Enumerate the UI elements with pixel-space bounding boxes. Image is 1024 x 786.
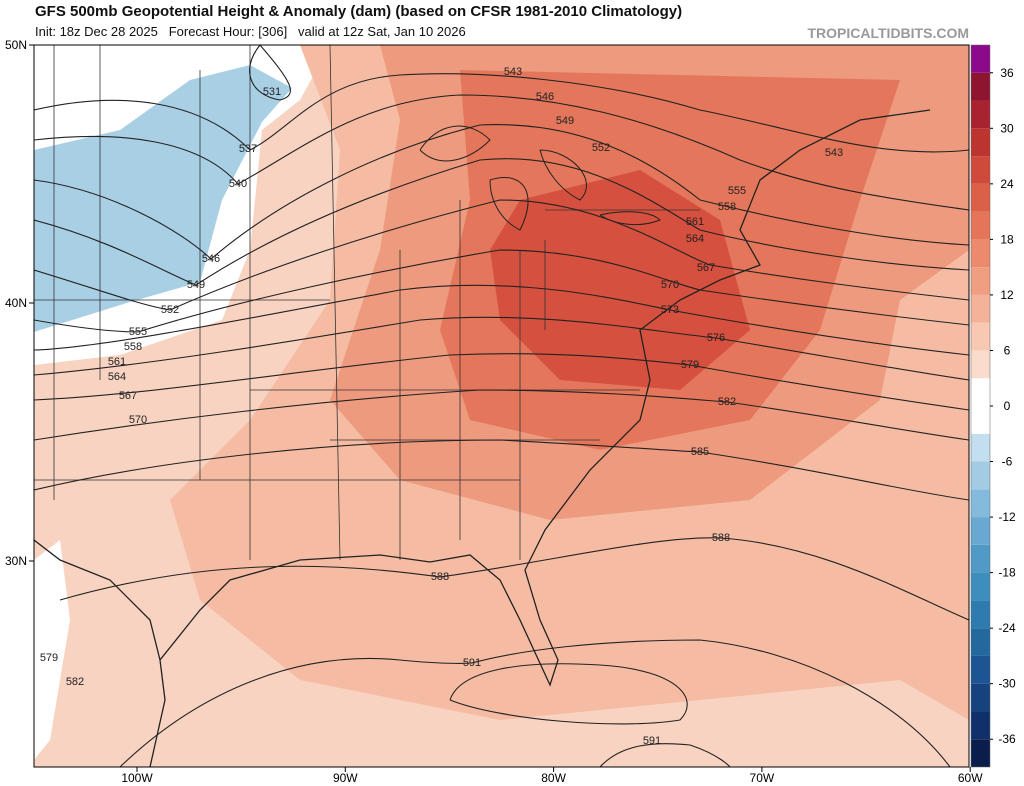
colorbar-label: 30 bbox=[1000, 121, 1014, 135]
brand: TROPICALTIDBITS.COM bbox=[807, 25, 969, 41]
colorbar-band bbox=[971, 433, 990, 462]
lon-label: 100W bbox=[121, 771, 153, 785]
contour-label: 552 bbox=[592, 142, 610, 154]
contour-label: 555 bbox=[728, 185, 746, 197]
colorbar-band bbox=[971, 461, 990, 490]
colorbar-label: 36 bbox=[1000, 66, 1014, 80]
contour-labels: 531 537 540 546 549 552 555 558 561 564 … bbox=[40, 66, 843, 747]
contour-label: 546 bbox=[536, 91, 554, 103]
contour-label: 549 bbox=[187, 279, 205, 291]
contour-label: 585 bbox=[691, 446, 709, 458]
contour-label: 573 bbox=[661, 304, 679, 316]
contour-label: 591 bbox=[643, 735, 661, 747]
colorbar-band bbox=[971, 128, 990, 157]
lon-label: 90W bbox=[333, 771, 358, 785]
colorbar-band bbox=[971, 156, 990, 184]
colorbar-label: -30 bbox=[998, 677, 1016, 691]
lat-label: 30N bbox=[5, 554, 27, 568]
colorbar-band bbox=[971, 45, 990, 73]
contour-label: 567 bbox=[697, 262, 715, 274]
colorbar-band bbox=[971, 100, 990, 129]
contour-label: 582 bbox=[718, 396, 736, 408]
contour-label: 588 bbox=[712, 532, 730, 544]
colorbar-label: 18 bbox=[1000, 232, 1014, 246]
contour-label: 543 bbox=[504, 66, 522, 78]
map: 531 537 540 546 549 552 555 558 561 564 … bbox=[33, 44, 970, 768]
colorbar-label: -12 bbox=[998, 510, 1016, 524]
contour-label: 549 bbox=[556, 115, 574, 127]
lon-label: 70W bbox=[750, 771, 775, 785]
subtitle: Init: 18z Dec 28 2025 Forecast Hour: [30… bbox=[35, 24, 466, 39]
contour-label: 579 bbox=[681, 359, 699, 371]
title: GFS 500mb Geopotential Height & Anomaly … bbox=[35, 3, 682, 20]
colorbar-band bbox=[971, 489, 990, 518]
colorbar-band bbox=[971, 711, 990, 740]
colorbar-band bbox=[971, 267, 990, 295]
contour-label: 561 bbox=[686, 216, 704, 228]
colorbar-band bbox=[971, 655, 990, 684]
colorbar-band bbox=[971, 406, 990, 434]
lon-label: 60W bbox=[958, 771, 983, 785]
contour-label: 570 bbox=[129, 414, 147, 426]
contour-label: 555 bbox=[129, 326, 147, 338]
colorbar-label: -36 bbox=[998, 732, 1016, 746]
colorbar-band bbox=[971, 322, 990, 351]
lat-label: 50N bbox=[5, 38, 27, 52]
colorbar-label: 24 bbox=[1000, 177, 1014, 191]
lat-label: 40N bbox=[5, 296, 27, 310]
contour-label: 576 bbox=[707, 332, 725, 344]
colorbar-band bbox=[971, 517, 990, 545]
colorbar-band bbox=[971, 183, 990, 212]
colorbar-band bbox=[971, 72, 990, 101]
contour-label: 543 bbox=[825, 147, 843, 159]
colorbar-band bbox=[971, 544, 990, 573]
contour-label: 558 bbox=[124, 341, 142, 353]
colorbar-label: -18 bbox=[998, 566, 1016, 580]
colorbar-band bbox=[971, 239, 990, 268]
colorbar-band bbox=[971, 378, 990, 406]
colorbar-label: -24 bbox=[998, 621, 1016, 635]
contour-label: 564 bbox=[108, 371, 126, 383]
contour-label: 567 bbox=[119, 390, 137, 402]
contour-label: 564 bbox=[686, 233, 704, 245]
colorbar-band bbox=[971, 572, 990, 601]
colorbar-band bbox=[971, 211, 990, 240]
contour-label: 546 bbox=[202, 253, 220, 265]
contours bbox=[34, 45, 969, 767]
colorbar-label: 0 bbox=[1004, 399, 1011, 413]
colorbar-band bbox=[971, 628, 990, 656]
contour-label: 537 bbox=[239, 143, 257, 155]
colorbar-label: 12 bbox=[1000, 288, 1014, 302]
colorbar-band bbox=[971, 294, 990, 323]
contour-label: 588 bbox=[431, 571, 449, 583]
contour-label: 552 bbox=[161, 304, 179, 316]
contour-label: 561 bbox=[108, 356, 126, 368]
contour-label: 591 bbox=[463, 657, 481, 669]
contour-label: 582 bbox=[66, 676, 84, 688]
map-frame bbox=[33, 44, 970, 768]
colorbar-label: 6 bbox=[1004, 343, 1011, 357]
contour-label: 540 bbox=[229, 178, 247, 190]
colorbar-label: -6 bbox=[1002, 455, 1013, 469]
contour-label: 531 bbox=[263, 86, 281, 98]
contour-label: 570 bbox=[661, 279, 679, 291]
lon-label: 80W bbox=[541, 771, 566, 785]
colorbar-band bbox=[971, 600, 990, 629]
colorbar-band bbox=[971, 350, 990, 379]
contour-label: 558 bbox=[718, 201, 736, 213]
colorbar-band bbox=[971, 739, 990, 767]
contour-label: 579 bbox=[40, 652, 58, 664]
colorbar-band bbox=[971, 683, 990, 712]
